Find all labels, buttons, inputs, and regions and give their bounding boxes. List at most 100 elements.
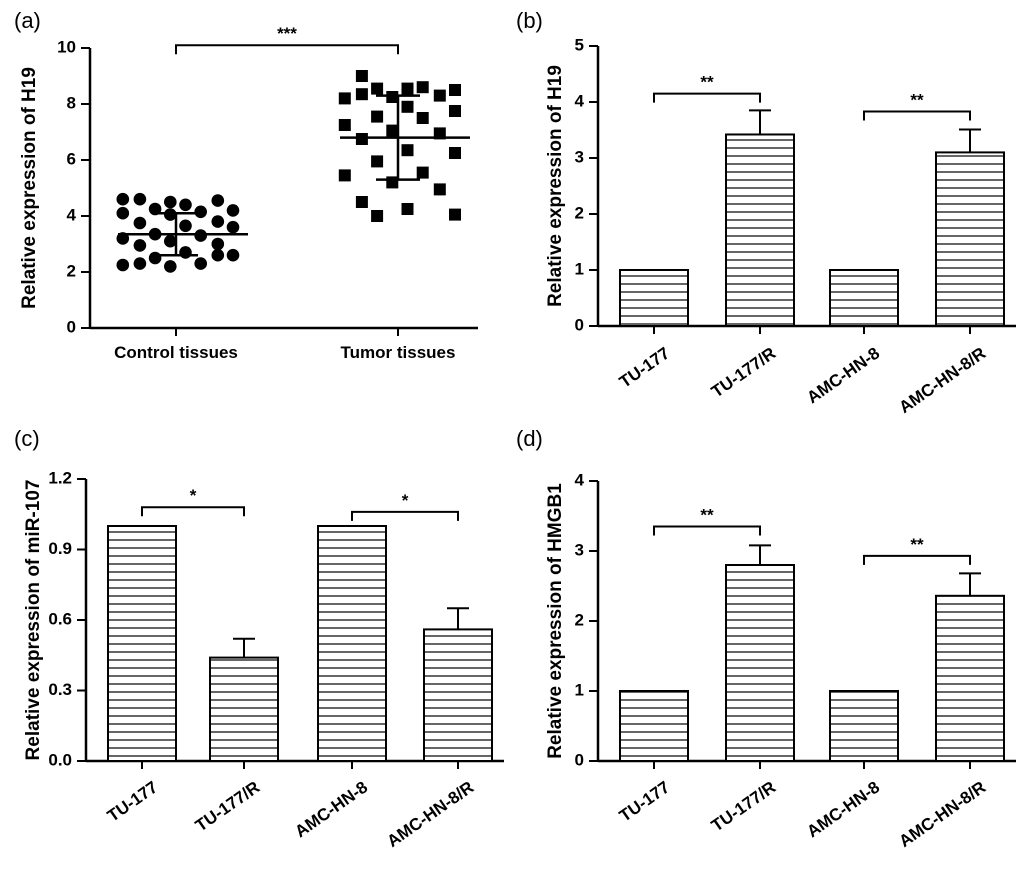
x-tick-label: AMC-HN-8 (803, 778, 883, 842)
bar (829, 269, 899, 327)
data-point (371, 210, 384, 222)
bar (829, 690, 899, 762)
significance-label: *** (277, 24, 297, 43)
y-tick-label: 4 (67, 205, 77, 224)
data-point (211, 215, 225, 228)
y-tick-label: 0.0 (48, 750, 72, 769)
data-point (401, 100, 414, 113)
data-point (355, 88, 368, 101)
y-tick-label: 1.2 (48, 468, 72, 487)
significance-label: ** (700, 506, 714, 525)
significance-bracket (863, 110, 971, 121)
bar (725, 133, 795, 327)
data-point (211, 194, 225, 207)
y-tick-label: 6 (67, 149, 76, 168)
data-point (386, 91, 399, 103)
y-tick-label: 0.3 (48, 680, 72, 699)
significance-label: ** (700, 73, 714, 92)
significance-bracket (653, 92, 761, 103)
data-point (355, 196, 368, 208)
data-point (133, 216, 147, 230)
x-tick-label: TU-177 (616, 344, 673, 392)
y-tick-label: 4 (575, 91, 585, 110)
bar (725, 564, 795, 762)
bar (619, 690, 689, 762)
data-point (133, 257, 147, 270)
data-point (386, 124, 399, 137)
bar (317, 525, 387, 762)
data-point (433, 183, 446, 196)
data-point (401, 82, 414, 95)
data-point (416, 81, 429, 94)
data-point (148, 251, 162, 265)
data-point (416, 166, 429, 179)
data-point (226, 204, 240, 217)
x-tick-label: TU-177 (616, 778, 673, 826)
significance-label: * (402, 491, 409, 510)
y-tick-label: 2 (67, 261, 76, 280)
significance-label: ** (910, 535, 924, 554)
panel-label: (b) (516, 8, 543, 33)
x-tick-label: TU-177/R (708, 778, 779, 836)
data-point (416, 112, 429, 124)
data-point (194, 257, 207, 270)
y-tick-label: 3 (575, 540, 584, 559)
data-point (133, 192, 147, 206)
data-point (179, 246, 192, 259)
chart-panel-b: (b) 0 1 2 3 4 5 Relative expression of H19 TU-17… (516, 8, 1016, 417)
y-tick-label: 10 (57, 37, 76, 56)
data-point (355, 133, 368, 145)
data-point (338, 119, 351, 131)
significance-bracket (175, 44, 399, 55)
data-point (194, 205, 207, 219)
significance-label: * (190, 486, 197, 505)
data-point (371, 110, 384, 123)
chart-panel-d: (d) 0 1 2 3 4 Relative expression of HMGB1 TU-1… (516, 426, 1016, 851)
data-point (164, 234, 177, 248)
significance-bracket (863, 554, 971, 565)
bar (423, 628, 493, 763)
chart-panel-a: (a) 0 2 4 6 8 10 Relative expression of H19 Cont… (14, 8, 478, 362)
y-tick-label: 2 (575, 610, 584, 629)
y-axis-title: Relative expression of H19 (19, 67, 40, 309)
y-tick-label: 0 (575, 315, 584, 334)
bar (935, 594, 1005, 762)
x-tick-label: AMC-HN-8 (291, 778, 371, 842)
data-point (371, 82, 384, 95)
data-point (449, 208, 461, 221)
data-point (371, 155, 384, 168)
significance-label: ** (910, 91, 924, 110)
panel-label: (a) (14, 8, 41, 33)
data-point (433, 89, 446, 102)
x-tick-label: AMC-HN-8/R (384, 778, 478, 852)
x-tick-label: AMC-HN-8/R (896, 344, 990, 418)
data-point (211, 237, 225, 251)
data-point (226, 220, 240, 234)
y-tick-label: 0 (67, 317, 76, 336)
x-tick-label: Control tissues (114, 343, 238, 362)
x-tick-label: TU-177 (104, 778, 161, 826)
y-tick-label: 3 (575, 147, 584, 166)
x-tick-label: AMC-HN-8 (803, 344, 883, 408)
data-point (164, 208, 177, 221)
data-point (116, 258, 130, 272)
data-point (449, 105, 461, 117)
y-tick-label: 5 (575, 35, 584, 54)
y-tick-label: 2 (575, 203, 584, 222)
data-point (179, 219, 192, 233)
data-point (194, 229, 207, 242)
data-point (338, 92, 351, 105)
data-point (226, 248, 240, 262)
data-point (401, 144, 414, 157)
y-axis-title: Relative expression of HMGB1 (545, 483, 566, 759)
y-tick-label: 1 (575, 259, 584, 278)
data-point (449, 84, 461, 96)
x-tick-label: TU-177/R (192, 778, 263, 836)
bar (619, 269, 689, 327)
x-tick-label: Tumor tissues (341, 343, 456, 362)
y-axis-title: Relative expression of H19 (545, 65, 566, 307)
significance-bracket (141, 506, 245, 517)
data-point (433, 127, 446, 140)
